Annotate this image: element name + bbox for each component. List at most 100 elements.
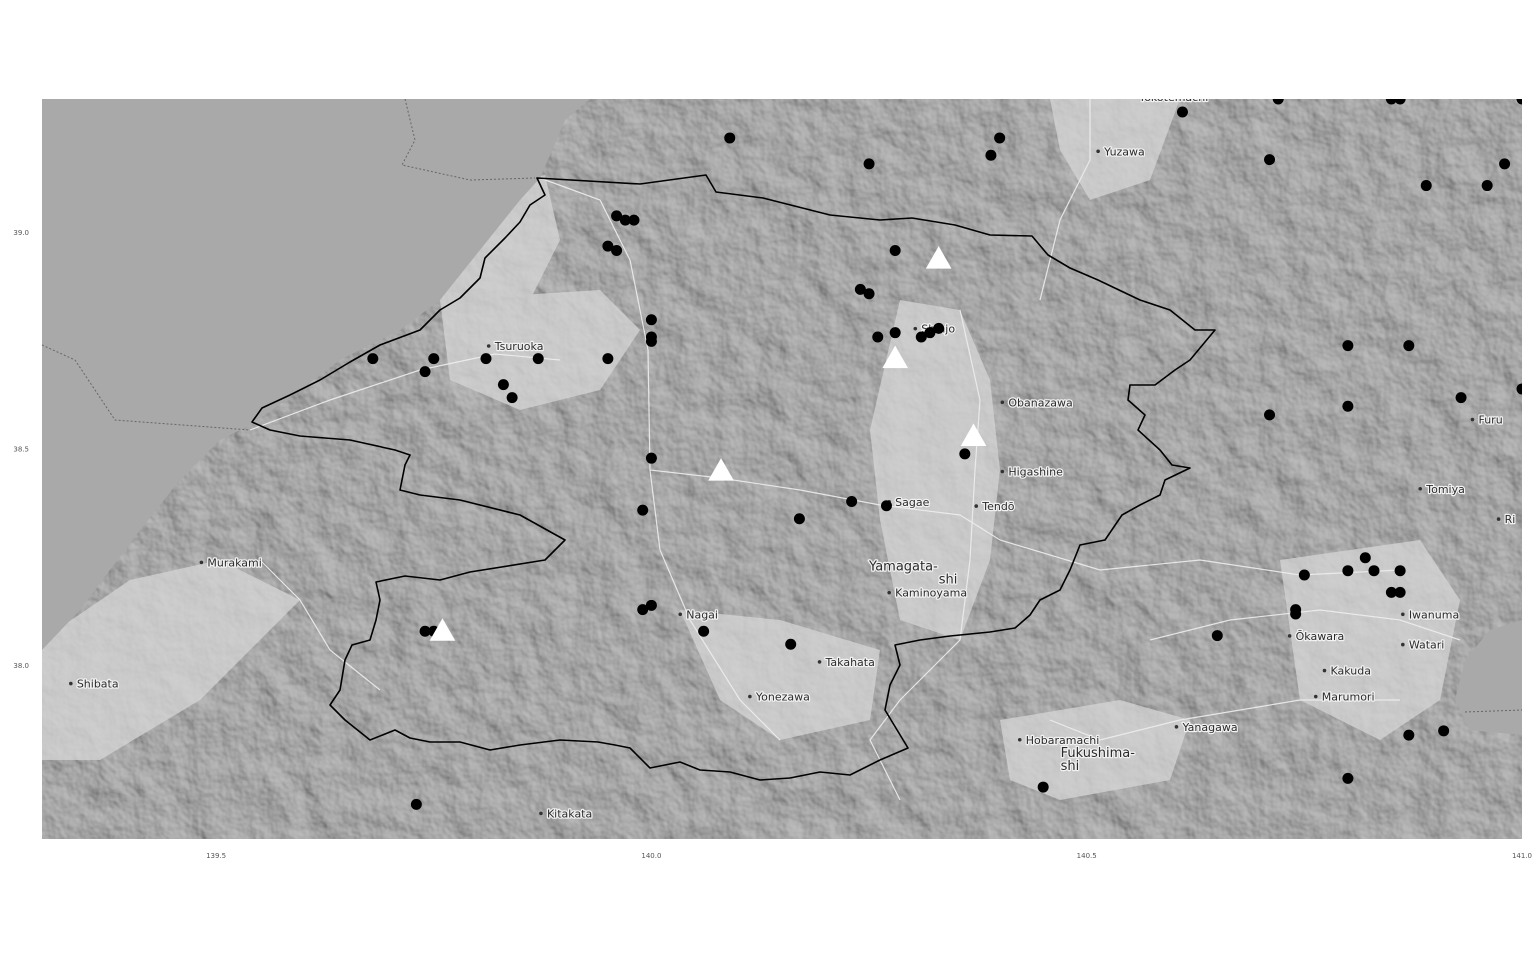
station-point [1420, 180, 1432, 192]
station-point [1438, 725, 1450, 737]
station-point [1211, 630, 1223, 642]
place-label: Yonezawa [755, 691, 810, 704]
place-dot [1174, 725, 1179, 729]
x-axis: 139.5 140.0 140.5 141.0 [206, 852, 1532, 860]
station-point [645, 314, 657, 326]
station-point [1499, 158, 1511, 170]
place-dot [748, 694, 752, 699]
station-point [1264, 409, 1276, 421]
station-point [1394, 565, 1406, 577]
station-point [1176, 106, 1188, 118]
place-dot [1096, 149, 1100, 154]
prefecture-boundary [251, 174, 1216, 781]
place-dot [1287, 634, 1292, 638]
place-label: Yamagata- [868, 560, 938, 575]
station-point [933, 322, 945, 334]
station-point [846, 495, 858, 507]
place-label: Murakami [207, 556, 261, 569]
station-point [854, 283, 866, 295]
station-point [785, 638, 797, 650]
place-dot [1496, 517, 1501, 521]
station-point [880, 500, 892, 512]
place-dot [1017, 737, 1022, 742]
place-dot [539, 811, 543, 816]
y-tick-label: 38.5 [13, 446, 29, 454]
station-point [793, 513, 805, 525]
place-dot [1470, 417, 1475, 422]
place-label: Kitakata [547, 807, 592, 820]
place-dot [1418, 487, 1423, 491]
station-point [645, 599, 657, 611]
place-label: Yuzawa [1103, 145, 1145, 158]
place-label: Nagai [686, 608, 718, 621]
place-dot [913, 326, 918, 331]
x-tick-label: 139.5 [206, 852, 226, 860]
place-label: Sagae [895, 496, 929, 509]
station-point [367, 353, 379, 365]
y-tick-label: 38.0 [13, 662, 29, 670]
place-label: Obanazawa [1008, 396, 1072, 409]
y-tick-label: 39.0 [13, 229, 29, 237]
station-point [1290, 608, 1302, 620]
station-point [959, 448, 971, 460]
volcano-point [925, 246, 952, 269]
station-point [602, 240, 614, 252]
station-point [1394, 586, 1406, 598]
sea-of-japan [42, 99, 590, 650]
station-point [611, 244, 623, 256]
station-point [1359, 552, 1371, 564]
station-point [1403, 340, 1415, 352]
place-label: Tendō [981, 500, 1015, 513]
station-point [637, 504, 649, 516]
station-point [994, 132, 1006, 144]
place-dot [1322, 668, 1327, 673]
map-panel: YokotemachiYuzawaTsuruokaShinjoObanazawa… [42, 95, 1522, 839]
station-point [428, 353, 440, 365]
place-label: shi [1061, 759, 1080, 774]
place-dot [1131, 95, 1135, 99]
station-point [1342, 772, 1354, 784]
station-point [924, 327, 936, 339]
lowland-areas [42, 99, 1460, 800]
place-labels: YokotemachiYuzawaTsuruokaShinjoObanazawa… [69, 95, 1517, 822]
station-point [1455, 392, 1467, 404]
place-label: Furu [1478, 414, 1502, 427]
station-point [1394, 99, 1406, 105]
place-label: Watari [1409, 639, 1445, 652]
place-label: Hobaramachi [1026, 734, 1100, 747]
station-point [637, 604, 649, 616]
station-point [889, 327, 901, 339]
place-dot [1401, 612, 1405, 617]
place-dot [1401, 642, 1405, 647]
pacific-ocean [1455, 620, 1522, 735]
volcano-point [708, 458, 734, 481]
x-tick-label: 140.0 [641, 852, 661, 860]
place-label: Marumori [1322, 691, 1375, 704]
station-point [1385, 586, 1397, 598]
y-axis: 39.0 38.5 38.0 [13, 229, 29, 670]
maritime-boundaries [42, 99, 1522, 713]
place-label: Fukushima- [1061, 746, 1136, 761]
station-point [532, 353, 544, 365]
station-point [506, 392, 518, 404]
place-label: Ri [1505, 513, 1516, 526]
station-point [419, 366, 431, 378]
station-point [645, 452, 657, 464]
station-point [872, 331, 884, 343]
place-dot [817, 660, 822, 664]
station-point [1342, 340, 1354, 352]
volcano-point [882, 345, 909, 369]
place-label: Higashine [1008, 465, 1063, 478]
station-point [863, 288, 875, 300]
place-dot [486, 344, 491, 348]
station-point [1342, 400, 1354, 412]
volcano-point [429, 618, 456, 641]
place-label: Iwanuma [1409, 608, 1459, 621]
place-label: Kaminoyama [895, 587, 967, 600]
station-point [1037, 781, 1049, 793]
place-dot [69, 681, 73, 686]
station-point [1481, 180, 1493, 192]
station-point [1516, 383, 1522, 395]
station-point [1272, 99, 1284, 105]
